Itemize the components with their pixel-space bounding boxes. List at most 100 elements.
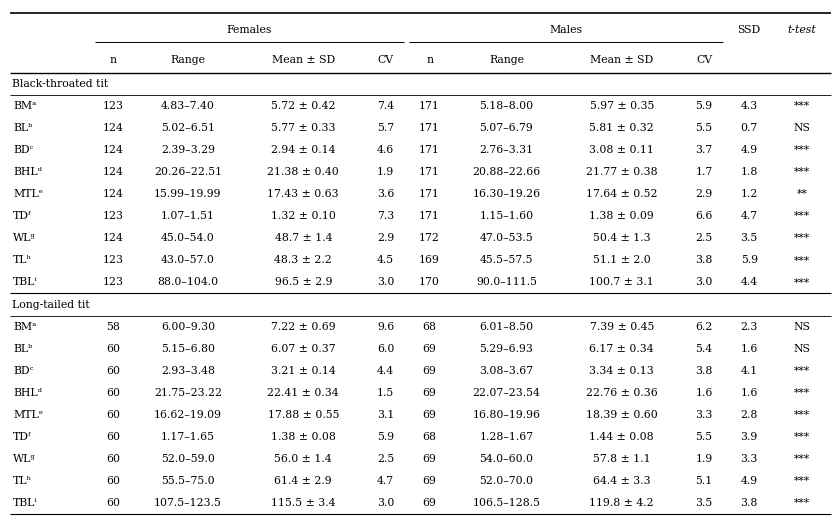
Text: 3.0: 3.0 <box>377 498 394 508</box>
Text: 4.7: 4.7 <box>741 211 758 222</box>
Text: CV: CV <box>377 55 394 65</box>
Text: 4.4: 4.4 <box>377 365 394 376</box>
Text: 3.08–3.67: 3.08–3.67 <box>480 365 533 376</box>
Text: ***: *** <box>794 476 810 486</box>
Text: 18.39 ± 0.60: 18.39 ± 0.60 <box>586 410 658 420</box>
Text: 96.5 ± 2.9: 96.5 ± 2.9 <box>275 277 332 288</box>
Text: 16.80–19.96: 16.80–19.96 <box>472 410 541 420</box>
Text: 171: 171 <box>419 145 440 155</box>
Text: 45.0–54.0: 45.0–54.0 <box>161 233 215 244</box>
Text: ***: *** <box>794 498 810 508</box>
Text: 57.8 ± 1.1: 57.8 ± 1.1 <box>593 454 651 464</box>
Text: 171: 171 <box>419 189 440 200</box>
Text: 51.1 ± 2.0: 51.1 ± 2.0 <box>593 255 651 266</box>
Text: 68: 68 <box>422 432 436 442</box>
Text: 5.97 ± 0.35: 5.97 ± 0.35 <box>590 101 654 111</box>
Text: 1.6: 1.6 <box>696 387 713 398</box>
Text: 3.1: 3.1 <box>377 410 394 420</box>
Text: 2.8: 2.8 <box>741 410 758 420</box>
Text: BDᶜ: BDᶜ <box>13 145 33 155</box>
Text: 1.17–1.65: 1.17–1.65 <box>161 432 215 442</box>
Text: MTLᵉ: MTLᵉ <box>13 410 43 420</box>
Text: BHLᵈ: BHLᵈ <box>13 387 42 398</box>
Text: 1.9: 1.9 <box>696 454 713 464</box>
Text: 52.0–59.0: 52.0–59.0 <box>161 454 215 464</box>
Text: 4.7: 4.7 <box>377 476 394 486</box>
Text: 3.08 ± 0.11: 3.08 ± 0.11 <box>590 145 654 155</box>
Text: ***: *** <box>794 410 810 420</box>
Text: 5.1: 5.1 <box>696 476 713 486</box>
Text: NS: NS <box>794 321 811 332</box>
Text: 60: 60 <box>107 476 120 486</box>
Text: 1.38 ± 0.09: 1.38 ± 0.09 <box>590 211 654 222</box>
Text: 0.7: 0.7 <box>741 123 758 133</box>
Text: 170: 170 <box>419 277 440 288</box>
Text: 4.6: 4.6 <box>377 145 394 155</box>
Text: 47.0–53.5: 47.0–53.5 <box>480 233 533 244</box>
Text: ***: *** <box>794 233 810 244</box>
Text: Long-tailed tit: Long-tailed tit <box>12 300 90 310</box>
Text: ***: *** <box>794 211 810 222</box>
Text: 123: 123 <box>102 255 124 266</box>
Text: n: n <box>110 55 117 65</box>
Text: 16.30–19.26: 16.30–19.26 <box>472 189 541 200</box>
Text: 5.18–8.00: 5.18–8.00 <box>480 101 533 111</box>
Text: ***: *** <box>794 167 810 177</box>
Text: CV: CV <box>696 55 712 65</box>
Text: 54.0–60.0: 54.0–60.0 <box>480 454 533 464</box>
Text: 2.76–3.31: 2.76–3.31 <box>480 145 533 155</box>
Text: 9.6: 9.6 <box>377 321 394 332</box>
Text: 124: 124 <box>102 123 123 133</box>
Text: 5.5: 5.5 <box>696 123 713 133</box>
Text: 1.38 ± 0.08: 1.38 ± 0.08 <box>271 432 336 442</box>
Text: 3.5: 3.5 <box>696 498 713 508</box>
Text: 123: 123 <box>102 101 124 111</box>
Text: 1.6: 1.6 <box>741 387 758 398</box>
Text: 22.07–23.54: 22.07–23.54 <box>472 387 541 398</box>
Text: 64.4 ± 3.3: 64.4 ± 3.3 <box>593 476 651 486</box>
Text: 6.0: 6.0 <box>377 343 394 354</box>
Text: 5.15–6.80: 5.15–6.80 <box>161 343 215 354</box>
Text: 69: 69 <box>422 454 436 464</box>
Text: 3.0: 3.0 <box>696 277 713 288</box>
Text: 7.39 ± 0.45: 7.39 ± 0.45 <box>590 321 654 332</box>
Text: BHLᵈ: BHLᵈ <box>13 167 42 177</box>
Text: 171: 171 <box>419 167 440 177</box>
Text: SSD: SSD <box>737 25 761 35</box>
Text: 100.7 ± 3.1: 100.7 ± 3.1 <box>590 277 654 288</box>
Text: 6.00–9.30: 6.00–9.30 <box>161 321 215 332</box>
Text: 3.3: 3.3 <box>741 454 758 464</box>
Text: 5.77 ± 0.33: 5.77 ± 0.33 <box>271 123 336 133</box>
Text: 20.26–22.51: 20.26–22.51 <box>154 167 222 177</box>
Text: 7.4: 7.4 <box>377 101 394 111</box>
Text: 1.7: 1.7 <box>696 167 713 177</box>
Text: 171: 171 <box>419 123 440 133</box>
Text: 106.5–128.5: 106.5–128.5 <box>472 498 541 508</box>
Text: ***: *** <box>794 101 810 111</box>
Text: 6.2: 6.2 <box>696 321 713 332</box>
Text: 115.5 ± 3.4: 115.5 ± 3.4 <box>271 498 336 508</box>
Text: Black-throated tit: Black-throated tit <box>12 79 108 89</box>
Text: 1.15–1.60: 1.15–1.60 <box>480 211 533 222</box>
Text: 3.3: 3.3 <box>696 410 713 420</box>
Text: 22.41 ± 0.34: 22.41 ± 0.34 <box>267 387 339 398</box>
Text: n: n <box>426 55 433 65</box>
Text: 4.9: 4.9 <box>741 145 758 155</box>
Text: 119.8 ± 4.2: 119.8 ± 4.2 <box>590 498 654 508</box>
Text: ***: *** <box>794 454 810 464</box>
Text: 60: 60 <box>107 410 120 420</box>
Text: 3.8: 3.8 <box>696 255 713 266</box>
Text: 2.9: 2.9 <box>377 233 394 244</box>
Text: ***: *** <box>794 145 810 155</box>
Text: 124: 124 <box>102 189 123 200</box>
Text: 3.8: 3.8 <box>696 365 713 376</box>
Text: 15.99–19.99: 15.99–19.99 <box>154 189 222 200</box>
Text: Range: Range <box>171 55 206 65</box>
Text: 4.3: 4.3 <box>741 101 758 111</box>
Text: 2.5: 2.5 <box>696 233 713 244</box>
Text: TLʰ: TLʰ <box>13 255 32 266</box>
Text: 123: 123 <box>102 211 124 222</box>
Text: 55.5–75.0: 55.5–75.0 <box>161 476 215 486</box>
Text: 171: 171 <box>419 211 440 222</box>
Text: 60: 60 <box>107 387 120 398</box>
